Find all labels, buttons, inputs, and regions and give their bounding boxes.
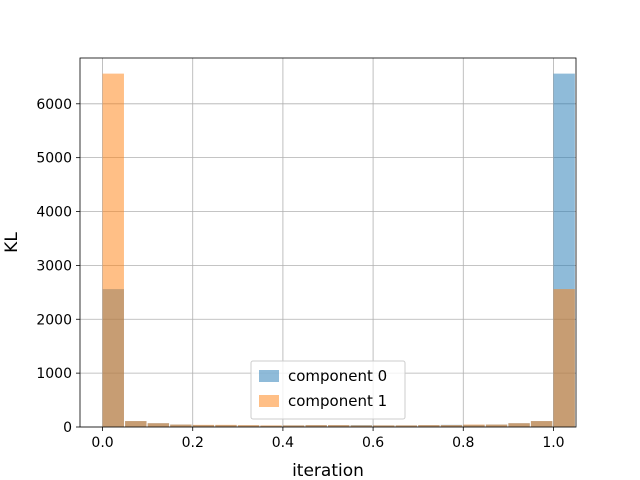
bar-component-1-13 — [395, 425, 418, 427]
legend-label-0: component 0 — [288, 367, 387, 385]
bar-component-1-12 — [373, 425, 395, 427]
bar-component-1-2 — [147, 423, 170, 427]
bar-component-1-18 — [508, 423, 530, 427]
bar-component-1-3 — [170, 424, 192, 427]
x-axis-title: iteration — [292, 461, 364, 480]
bar-component-1-4 — [192, 424, 215, 427]
bar-component-1-19 — [530, 421, 553, 427]
x-tick-label: 1.0 — [542, 435, 564, 451]
x-tick-label: 0.6 — [362, 435, 384, 451]
y-tick-label: 4000 — [36, 205, 72, 221]
bar-component-1-0 — [102, 73, 124, 428]
y-tick-label: 6000 — [36, 97, 72, 113]
x-tick-label: 0.4 — [272, 435, 294, 451]
legend-swatch-0 — [259, 370, 279, 382]
axis-ticks: 0.0 0.2 0.4 0.6 0.8 1.0 0 1000 2000 3000 4000 5000 6… — [36, 97, 564, 451]
x-tick-label: 0.8 — [452, 435, 474, 451]
bar-component-1-7 — [260, 425, 282, 427]
bar-component-1-15 — [440, 425, 463, 427]
bars — [102, 73, 575, 428]
x-tick-label: 0.2 — [182, 435, 204, 451]
legend-box — [250, 360, 406, 420]
x-tick-label: 0.0 — [91, 435, 113, 451]
y-tick-label: 3000 — [36, 258, 72, 274]
bar-component-1-16 — [463, 424, 485, 427]
bar-component-1-5 — [215, 424, 237, 427]
y-tick-label: 5000 — [36, 151, 72, 167]
legend: component 0 component 1 — [250, 360, 406, 420]
bar-component-1-11 — [350, 425, 372, 427]
legend-label-1: component 1 — [288, 392, 387, 410]
y-tick-label: 1000 — [36, 366, 72, 382]
bar-component-1-10 — [328, 425, 350, 427]
plot-frame — [79, 57, 577, 428]
bar-component-1-20 — [553, 289, 575, 427]
y-tick-label: 0 — [63, 420, 72, 436]
y-axis-title: KL — [2, 232, 22, 253]
bar-component-1-9 — [305, 425, 327, 427]
legend-swatch-1 — [259, 395, 279, 407]
bar-component-1-8 — [282, 425, 305, 427]
bar-component-1-17 — [485, 424, 508, 427]
bar-component-1-14 — [418, 425, 440, 427]
y-tick-label: 2000 — [36, 312, 72, 328]
bar-component-1-6 — [237, 425, 260, 427]
bar-component-1-1 — [125, 421, 147, 427]
